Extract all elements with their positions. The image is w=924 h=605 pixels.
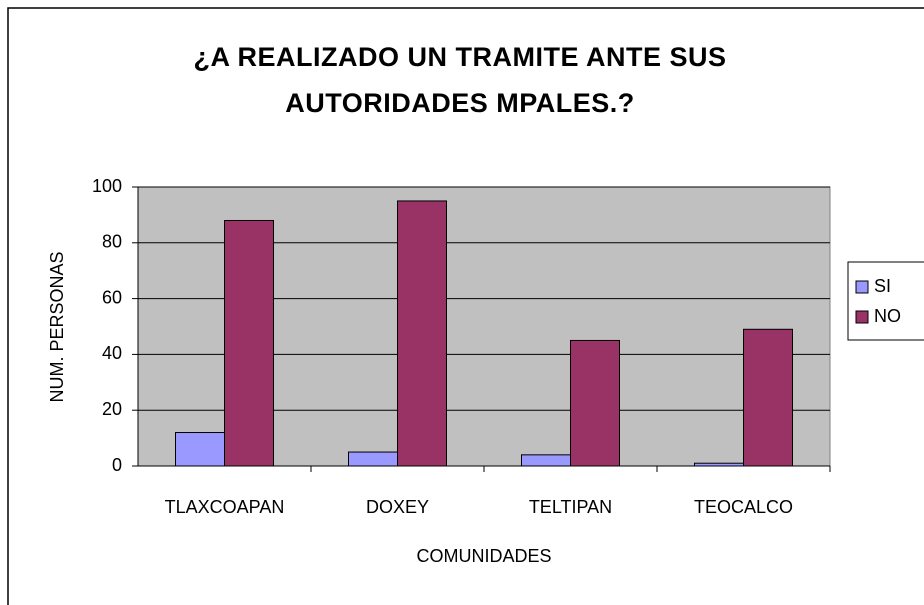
y-tick-label: 0: [112, 455, 122, 475]
bar: [570, 339, 620, 467]
legend-swatch: [855, 280, 869, 294]
bar: [694, 462, 744, 467]
legend-label: SI: [874, 276, 891, 296]
x-tick-label: TEOCALCO: [694, 497, 793, 517]
y-tick-label: 60: [102, 287, 122, 307]
bar: [521, 454, 571, 467]
y-tick-label: 80: [102, 232, 122, 252]
x-tick-label: DOXEY: [366, 497, 429, 517]
x-axis-label: COMUNIDADES: [416, 546, 551, 566]
y-tick-label: 100: [92, 176, 122, 196]
legend-box: [847, 261, 924, 341]
y-tick-label: 20: [102, 399, 122, 419]
x-tick-label: TELTIPAN: [529, 497, 612, 517]
bar: [175, 432, 225, 467]
y-tick-label: 40: [102, 343, 122, 363]
bar: [348, 451, 398, 467]
bar: [743, 328, 793, 467]
bar: [224, 219, 274, 467]
legend-swatch: [855, 310, 869, 324]
bar: [397, 200, 447, 467]
y-axis-label: NUM. PERSONAS: [47, 251, 67, 402]
x-tick-label: TLAXCOAPAN: [165, 497, 285, 517]
legend-label: NO: [874, 306, 901, 326]
chart-title: ¿A REALIZADO UN TRAMITE ANTE SUS AUTORID…: [193, 42, 727, 118]
